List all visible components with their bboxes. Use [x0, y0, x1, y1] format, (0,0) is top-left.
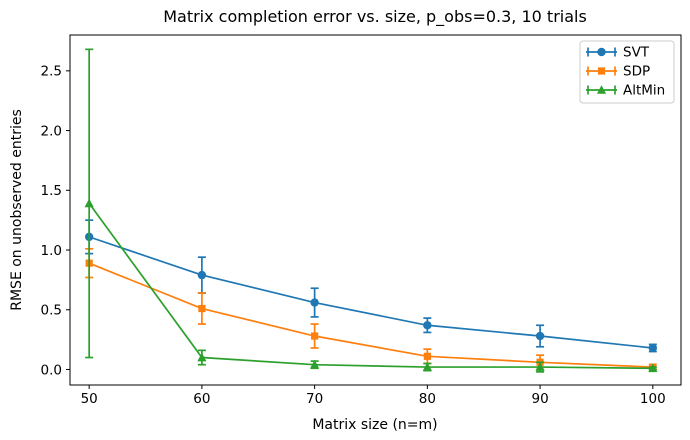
x-tick-label: 100: [640, 391, 666, 407]
marker-AltMin: [310, 359, 320, 369]
series-SDP: [85, 247, 657, 371]
series-line-SVT: [88, 236, 654, 349]
legend-marker-SVT: [597, 47, 606, 57]
legend-label-SVT: SVT: [623, 45, 650, 61]
y-tick-label: 1.0: [41, 243, 62, 259]
plot-area: 50 60 70 80 90 100 0.0 0.5 1.0 1.5 2.0 2.5: [41, 34, 682, 407]
series-SVT: [84, 219, 658, 353]
legend: SVT SDP AltMin: [579, 40, 675, 104]
marker-SVT: [535, 331, 545, 341]
marker-AltMin: [648, 363, 658, 373]
legend-label-SDP: SDP: [623, 64, 650, 80]
legend-entry-SVT: SVT: [586, 45, 650, 61]
y-tick-label: 2.0: [41, 123, 62, 139]
plot-border: [69, 34, 682, 386]
legend-marker-AltMin: [596, 85, 607, 94]
series-line-SDP: [88, 262, 654, 368]
y-tick-label: 0.0: [41, 362, 62, 378]
x-tick-label: 80: [419, 391, 436, 407]
marker-SDP: [198, 304, 206, 313]
marker-AltMin: [197, 352, 207, 362]
marker-SVT: [648, 343, 658, 353]
marker-SDP: [311, 332, 319, 340]
marker-AltMin: [535, 362, 545, 371]
x-tick-label: 70: [306, 391, 323, 407]
legend-box: [579, 40, 675, 104]
marker-AltMin: [422, 362, 432, 371]
y-axis-label: RMSE on unobserved entries: [9, 109, 25, 311]
chart-title: Matrix completion error vs. size, p_obs=…: [163, 7, 587, 27]
x-axis-label: Matrix size (n=m): [312, 417, 437, 433]
legend-marker-SDP: [597, 67, 606, 75]
x-tick-label: 60: [193, 391, 210, 407]
legend-entry-SDP: SDP: [586, 64, 650, 80]
x-tick-label: 90: [531, 391, 548, 407]
series-line-AltMin: [88, 202, 654, 370]
legend-entry-AltMin: AltMin: [586, 83, 665, 99]
marker-AltMin: [84, 198, 94, 208]
marker-SVT: [310, 298, 319, 307]
y-tick-label: 0.5: [41, 303, 62, 319]
x-tick-label: 50: [81, 391, 98, 407]
marker-SVT: [423, 321, 432, 330]
series-AltMin: [84, 48, 658, 373]
marker-SDP: [423, 352, 431, 360]
y-tick-label: 1.5: [41, 183, 62, 199]
y-tick-label: 2.5: [41, 64, 62, 80]
legend-label-AltMin: AltMin: [623, 83, 665, 99]
marker-SVT: [197, 270, 207, 280]
